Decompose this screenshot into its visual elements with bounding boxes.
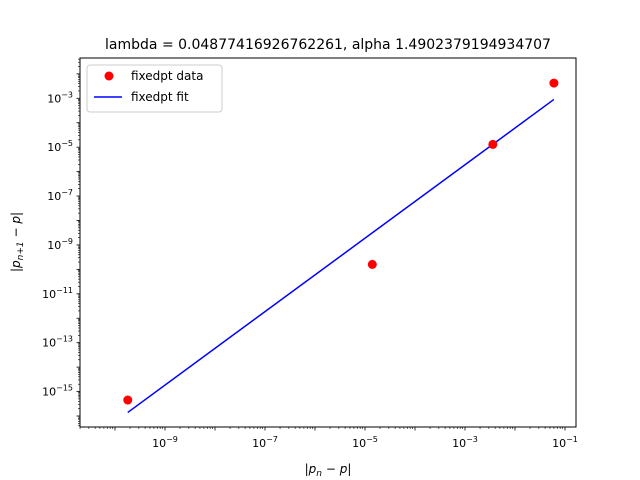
x-axis-label-tail: − p| [322,462,351,476]
y-tick-label: 10−15 [42,384,73,399]
y-axis-label-tail: − p| [9,212,23,241]
data-point [367,259,377,269]
data-point [549,78,559,88]
y-tick-label: 10−7 [47,188,73,203]
y-tick-label: 10−3 [47,90,73,105]
y-tick-exponent: −15 [56,384,73,393]
y-tick-base: 10 [42,386,56,399]
x-tick-exponent: −1 [566,435,578,444]
legend: fixedpt data fixedpt fit [86,64,223,113]
y-tick-label: 10−11 [42,286,73,301]
y-axis-label-sub: n+1 [16,241,26,260]
x-axis-label-sub: n [316,469,322,479]
x-tick-exponent: −3 [466,435,478,444]
x-tick-label: 10−3 [452,435,478,450]
y-tick-base: 10 [42,337,56,350]
legend-marker-data [104,71,114,81]
y-tick-base: 10 [47,141,61,154]
y-tick-exponent: −13 [56,335,73,344]
legend-box [86,64,223,113]
x-tick-label: 10−7 [252,435,278,450]
x-tick-exponent: −5 [366,435,378,444]
y-tick-label: 10−13 [42,335,73,350]
y-tick-exponent: −9 [61,237,73,246]
x-tick-label: 10−1 [552,435,578,450]
y-axis-label: |pn+1 − p| [9,212,26,272]
y-tick-exponent: −3 [61,90,73,99]
x-tick-base: 10 [452,437,466,450]
legend-label-fit: fixedpt fit [131,90,189,104]
x-tick-base: 10 [352,437,366,450]
y-tick-base: 10 [47,92,61,105]
data-point [123,395,133,405]
y-tick-base: 10 [42,288,56,301]
x-axis-label: |pn − p| [305,462,352,479]
y-tick-exponent: −7 [61,188,73,197]
legend-label-data: fixedpt data [131,69,203,83]
series-layer [123,78,559,414]
x-axis: 10−9 10−7 10−5 10−3 10−1 [79,427,578,450]
data-point [488,139,498,149]
x-tick-exponent: −9 [166,435,178,444]
axes-frame [79,57,577,428]
y-tick-exponent: −11 [56,286,73,295]
y-tick-exponent: −5 [61,139,73,148]
fit-line [127,98,555,414]
y-tick-base: 10 [47,190,61,203]
y-tick-base: 10 [47,239,61,252]
chart-title: lambda = 0.04877416926762261, alpha 1.49… [105,37,551,53]
x-tick-base: 10 [152,437,166,450]
x-tick-base: 10 [252,437,266,450]
x-axis-label-base: |p [305,462,317,476]
x-tick-base: 10 [552,437,566,450]
y-axis-label-base: |p [9,260,23,272]
plot-area: 10−9 10−7 10−5 10−3 10−1 10−1510−1310−1110−9… [42,57,578,450]
y-tick-label: 10−9 [47,237,73,252]
x-tick-label: 10−5 [352,435,378,450]
x-tick-label: 10−9 [152,435,178,450]
x-tick-exponent: −7 [266,435,278,444]
y-tick-label: 10−5 [47,139,73,154]
